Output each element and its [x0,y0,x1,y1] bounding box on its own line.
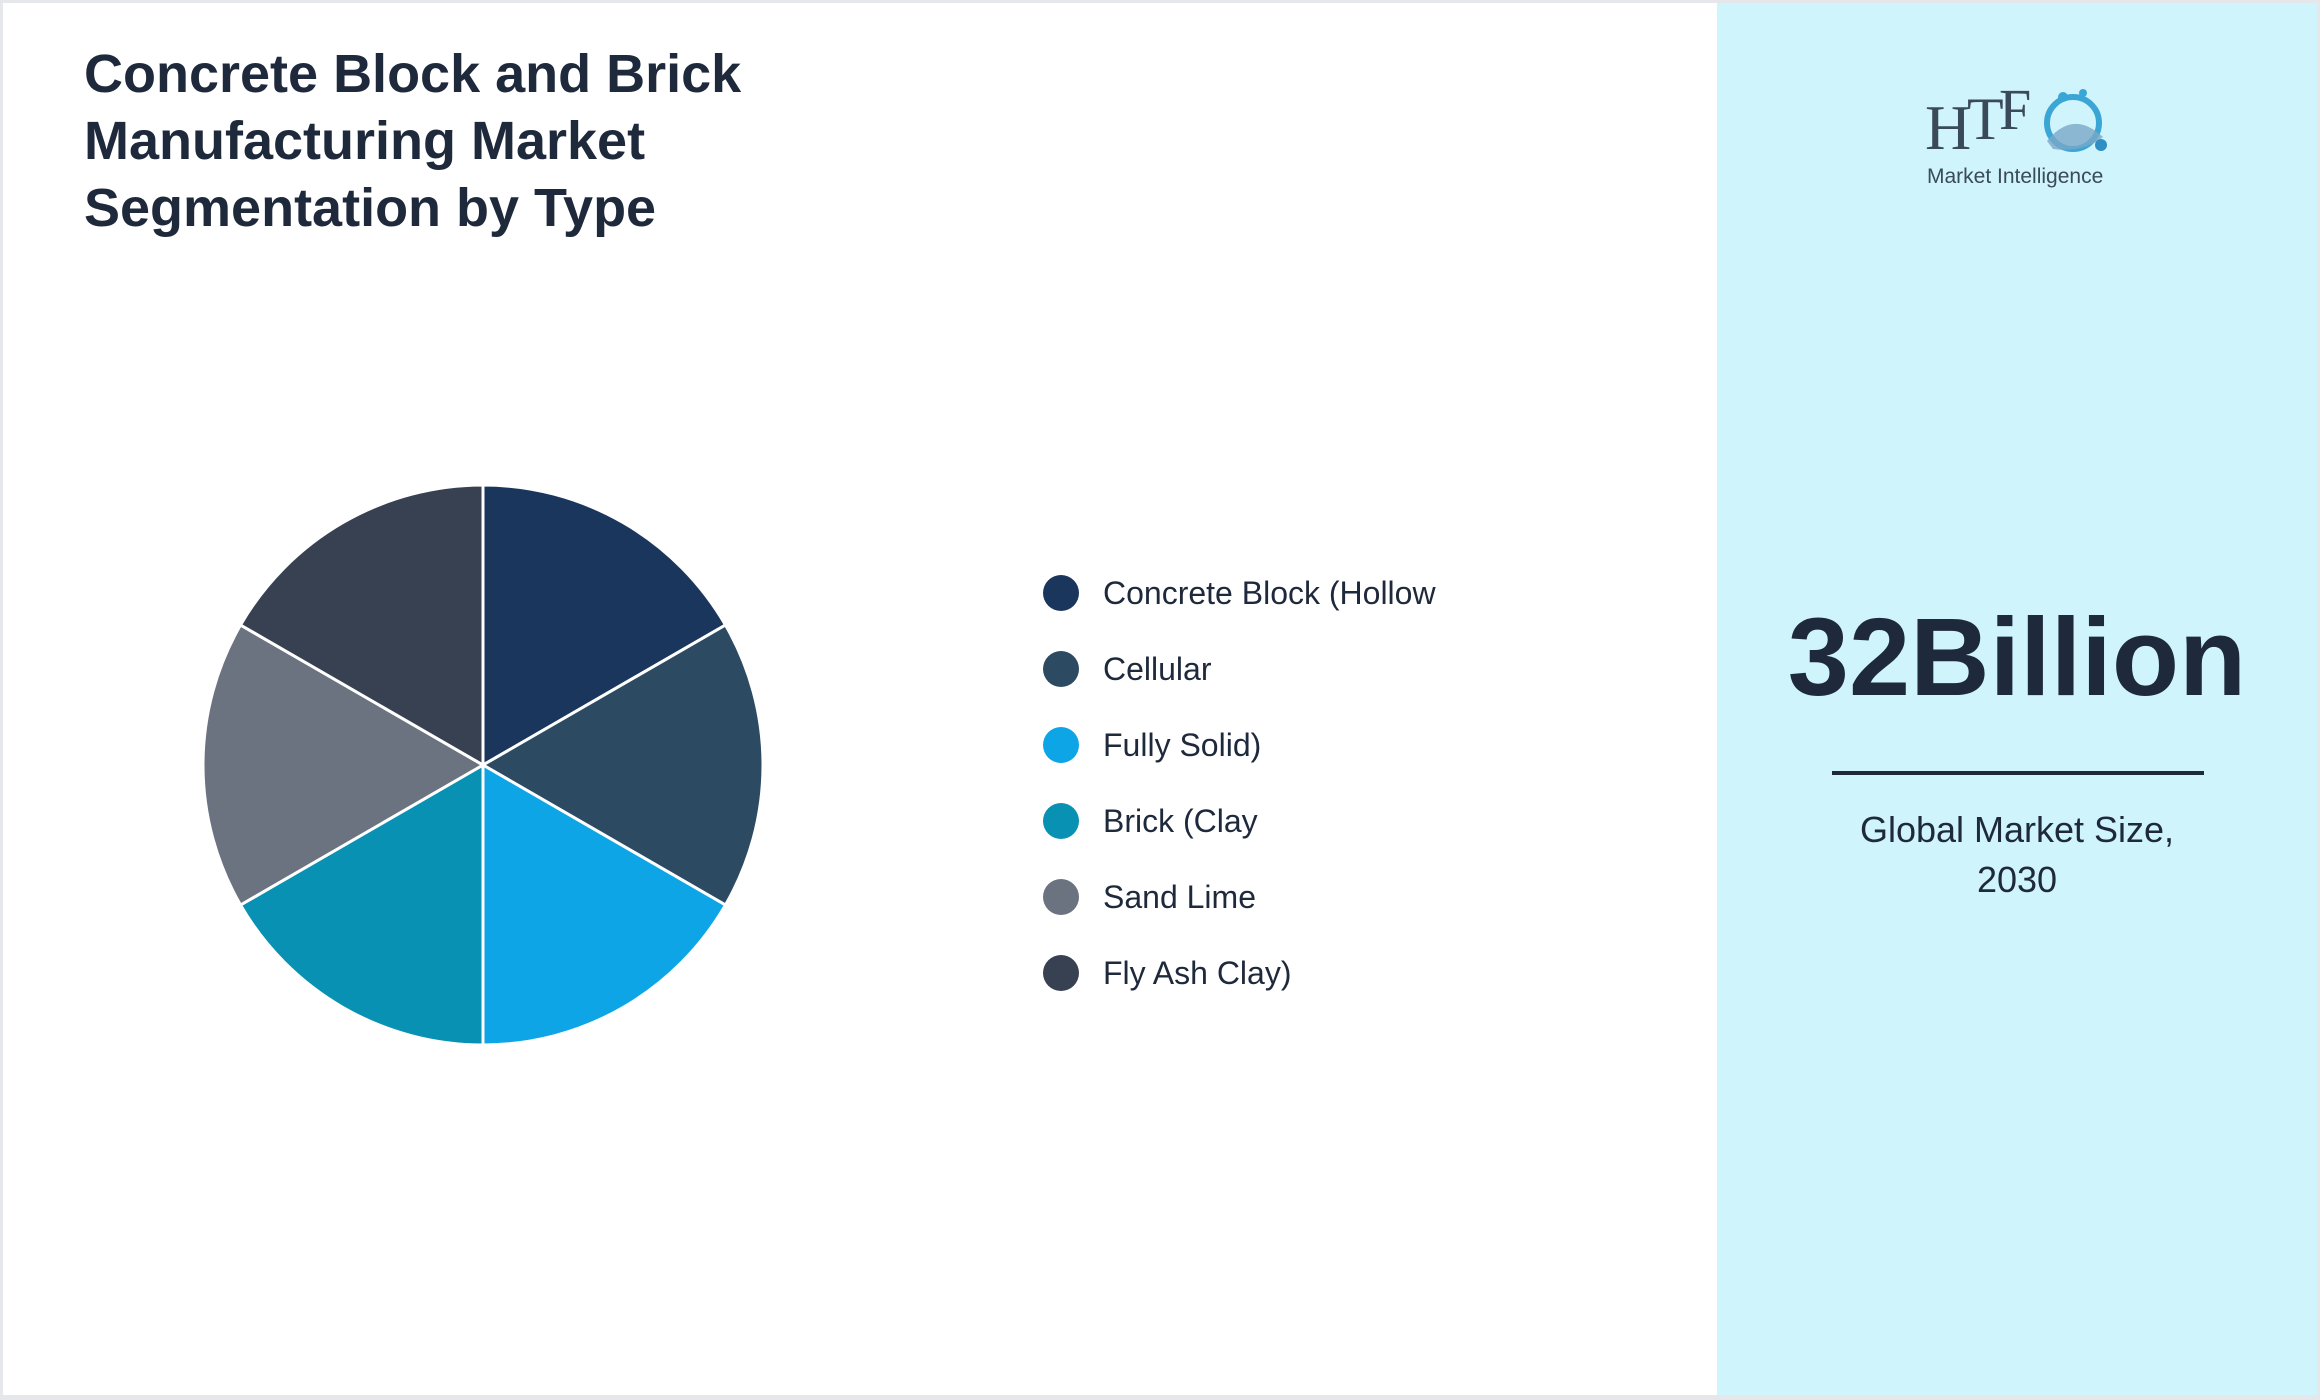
legend-swatch [1043,803,1079,839]
page-title: Concrete Block and Brick Manufacturing M… [84,44,742,238]
svg-text:Market Intelligence: Market Intelligence [1927,165,2103,188]
legend-label: Cellular [1103,650,1212,687]
legend-item: Concrete Block (Hollow [1043,555,1436,631]
legend-swatch [1043,651,1079,687]
pie-slice-fly-ash-clay [238,483,485,768]
legend-swatch [1043,879,1079,915]
pie-slice-sand-lime [201,622,486,908]
legend-label: Sand Lime [1103,878,1256,915]
legend-label: Concrete Block (Hollow [1103,574,1436,611]
page-frame: Concrete Block and Brick Manufacturing M… [3,3,2317,1395]
divider [1832,771,2204,775]
svg-text:H: H [1925,92,1971,163]
legend-swatch [1043,955,1079,991]
pie-slice-concrete-block-hollow [481,483,728,768]
legend-item: Brick (Clay [1043,783,1436,859]
legend-item: Sand Lime [1043,859,1436,935]
legend-item: Cellular [1043,631,1436,707]
summary-panel: H T F Market Intelligence 32Billion Glob… [1717,3,2317,1395]
legend-item: Fully Solid) [1043,707,1436,783]
legend-swatch [1043,575,1079,611]
chart-panel: Concrete Block and Brick Manufacturing M… [3,3,1717,1395]
pie-slice-brick-clay [238,762,485,1047]
svg-text:T: T [1967,86,2004,152]
pie-slice-fully-solid [481,762,728,1047]
svg-text:F: F [1999,79,2031,142]
market-size-value: 32Billion [1787,596,2247,719]
pie-slice-cellular [480,622,765,908]
legend-label: Brick (Clay [1103,802,1258,839]
chart-legend: Concrete Block (Hollow Cellular Fully Soli… [1043,555,1436,1011]
legend-item: Fly Ash Clay) [1043,935,1436,1011]
legend-label: Fly Ash Clay) [1103,954,1292,991]
legend-swatch [1043,727,1079,763]
market-size-caption: Global Market Size, 2030 [1859,809,2175,900]
htf-logo: H T F Market Intelligence [1925,79,2107,188]
legend-label: Fully Solid) [1103,726,1262,763]
pie-chart [201,483,765,1047]
